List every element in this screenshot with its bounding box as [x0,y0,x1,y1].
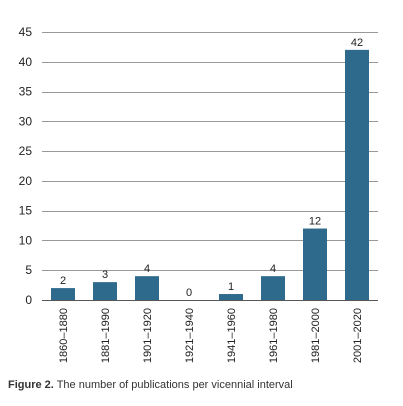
data-label: 42 [351,37,363,49]
data-label: 12 [309,216,321,228]
bar [93,282,117,300]
y-tick-label: 25 [19,144,33,158]
y-tick-label: 30 [19,114,33,128]
x-tick-label: 1961–1980 [268,308,280,363]
x-tick-label: 1921–1940 [184,308,196,363]
bar [219,294,243,300]
y-tick-label: 5 [25,263,32,277]
caption-text: The number of publications per vicennial… [53,379,293,391]
y-tick-label: 20 [19,174,33,188]
bar [261,276,285,300]
bar [135,276,159,300]
data-label: 0 [186,287,192,299]
bar [345,49,369,300]
data-label: 2 [60,275,66,287]
y-axis-tick-labels: 0 5 10 15 20 25 30 35 40 45 [19,25,33,307]
bar [51,288,75,300]
y-tick-label: 35 [19,85,33,99]
data-label: 3 [102,269,108,281]
data-labels: 2 3 4 0 1 4 12 42 [60,37,363,299]
gridlines [42,32,378,301]
x-tick-label: 1981–2000 [310,308,322,363]
caption-label: Figure 2. [8,379,54,391]
data-label: 4 [144,263,150,275]
bar [303,228,327,300]
y-tick-label: 40 [19,55,33,69]
y-tick-label: 45 [19,25,33,39]
x-tick-label: 2001–2020 [352,308,364,363]
x-tick-label: 1881–1990 [100,308,112,363]
x-axis-tick-labels: 1860–1880 1881–1990 1901–1920 1921–1940 1941… [58,308,364,363]
x-tick-label: 1860–1880 [58,308,70,363]
y-tick-label: 0 [25,293,32,307]
x-tick-label: 1901–1920 [142,308,154,363]
y-tick-label: 15 [19,204,33,218]
data-label: 1 [228,281,234,293]
bars [51,49,369,300]
y-tick-label: 10 [19,233,33,247]
x-tick-label: 1941–1960 [226,308,238,363]
figure-caption: Figure 2. The number of publications per… [8,379,293,391]
data-label: 4 [270,263,276,275]
